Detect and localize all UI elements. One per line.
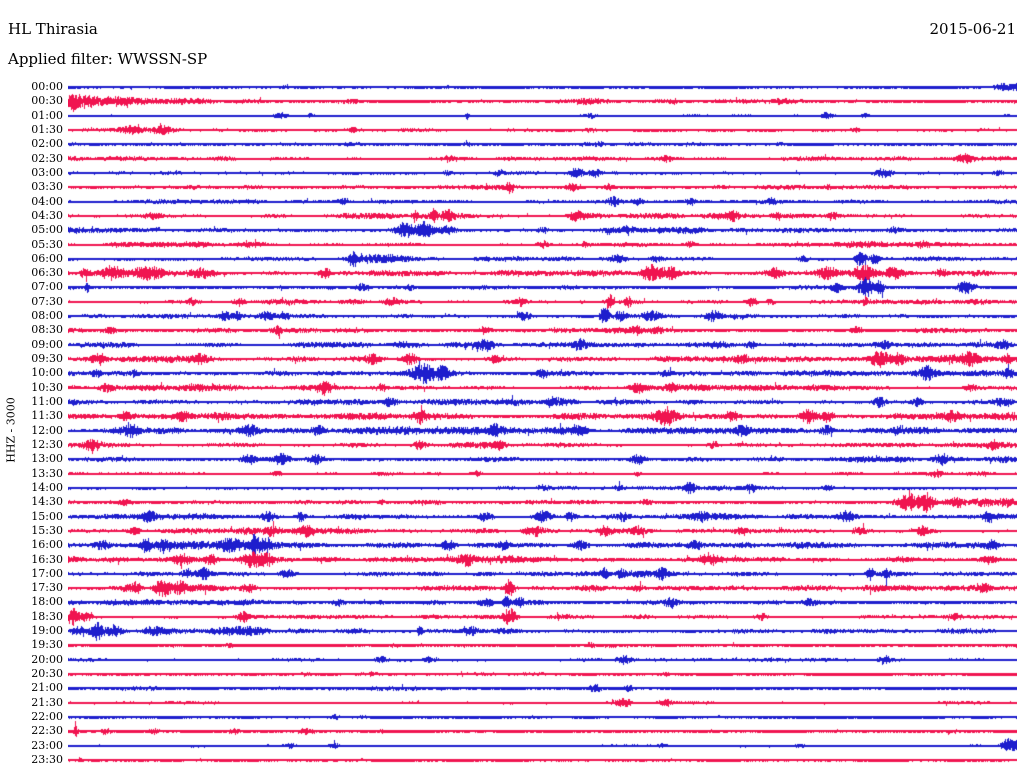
time-label-03:00: 03:00 bbox=[31, 165, 63, 179]
time-label-21:00: 21:00 bbox=[31, 681, 63, 695]
time-label-15:00: 15:00 bbox=[31, 509, 63, 523]
time-label-05:00: 05:00 bbox=[31, 223, 63, 237]
time-label-05:30: 05:30 bbox=[31, 237, 63, 251]
time-label-18:30: 18:30 bbox=[31, 609, 63, 623]
time-label-14:30: 14:30 bbox=[31, 495, 63, 509]
time-label-09:00: 09:00 bbox=[31, 337, 63, 351]
time-label-21:30: 21:30 bbox=[31, 695, 63, 709]
time-label-13:30: 13:30 bbox=[31, 466, 63, 480]
date-label: 2015-06-21 bbox=[929, 20, 1016, 38]
time-label-07:30: 07:30 bbox=[31, 294, 63, 308]
time-label-10:00: 10:00 bbox=[31, 366, 63, 380]
time-label-18:00: 18:00 bbox=[31, 595, 63, 609]
time-label-06:30: 06:30 bbox=[31, 266, 63, 280]
time-label-20:30: 20:30 bbox=[31, 667, 63, 681]
time-label-12:00: 12:00 bbox=[31, 423, 63, 437]
time-label-23:30: 23:30 bbox=[31, 752, 63, 766]
time-label-10:30: 10:30 bbox=[31, 380, 63, 394]
time-label-08:30: 08:30 bbox=[31, 323, 63, 337]
time-label-07:00: 07:00 bbox=[31, 280, 63, 294]
time-label-09:30: 09:30 bbox=[31, 352, 63, 366]
time-label-16:00: 16:00 bbox=[31, 538, 63, 552]
time-label-11:30: 11:30 bbox=[31, 409, 63, 423]
time-label-22:30: 22:30 bbox=[31, 724, 63, 738]
time-label-16:30: 16:30 bbox=[31, 552, 63, 566]
time-label-19:30: 19:30 bbox=[31, 638, 63, 652]
time-label-04:30: 04:30 bbox=[31, 208, 63, 222]
time-label-06:00: 06:00 bbox=[31, 251, 63, 265]
time-label-15:30: 15:30 bbox=[31, 523, 63, 537]
helicorder-plot bbox=[68, 80, 1017, 776]
time-label-14:00: 14:00 bbox=[31, 480, 63, 494]
filter-label: Applied filter: WWSSN-SP bbox=[8, 50, 208, 68]
channel-scale-label: HHZ - 3000 bbox=[4, 397, 18, 463]
time-label-12:30: 12:30 bbox=[31, 437, 63, 451]
time-label-00:00: 00:00 bbox=[31, 80, 63, 93]
time-label-19:00: 19:00 bbox=[31, 624, 63, 638]
time-label-13:00: 13:00 bbox=[31, 452, 63, 466]
time-label-08:00: 08:00 bbox=[31, 309, 63, 323]
time-label-17:30: 17:30 bbox=[31, 581, 63, 595]
station-title: HL Thirasia bbox=[8, 20, 98, 38]
time-label-01:00: 01:00 bbox=[31, 108, 63, 122]
time-label-04:00: 04:00 bbox=[31, 194, 63, 208]
time-label-20:00: 20:00 bbox=[31, 652, 63, 666]
time-label-22:00: 22:00 bbox=[31, 710, 63, 724]
time-label-17:00: 17:00 bbox=[31, 566, 63, 580]
time-label-23:00: 23:00 bbox=[31, 738, 63, 752]
time-label-02:30: 02:30 bbox=[31, 151, 63, 165]
time-label-11:00: 11:00 bbox=[31, 395, 63, 409]
time-label-03:30: 03:30 bbox=[31, 180, 63, 194]
time-label-02:00: 02:00 bbox=[31, 137, 63, 151]
time-label-00:30: 00:30 bbox=[31, 94, 63, 108]
time-label-01:30: 01:30 bbox=[31, 122, 63, 136]
